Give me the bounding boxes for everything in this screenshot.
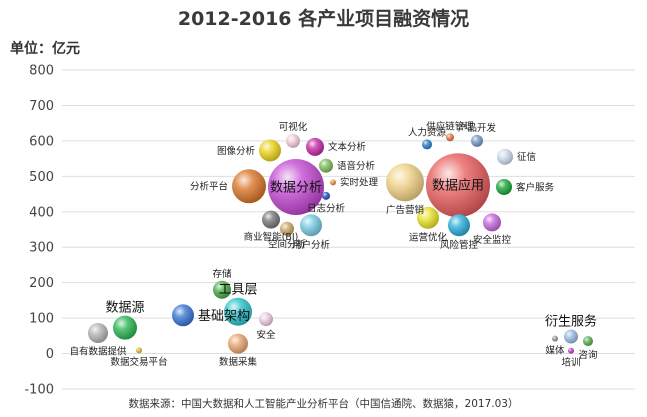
chart-title: 2012-2016 各产业项目融资情况 [177, 8, 470, 30]
y-tick-label: 100 [29, 312, 54, 327]
bubble-label: 分析平台 [190, 181, 228, 193]
bubble-item [552, 335, 558, 342]
bubble-item [446, 133, 454, 142]
y-tick-label: 700 [29, 99, 54, 114]
y-axis-ticks: -100 0 100 200 300 400 500 600 700 800 [24, 64, 54, 398]
bubble-item [583, 336, 593, 347]
bubble-item [483, 213, 501, 232]
bubble-label: 供应链管理 [426, 120, 474, 132]
y-tick-label: 0 [46, 347, 54, 362]
bubbles [88, 133, 593, 354]
bubble-label: 可视化 [279, 121, 308, 133]
y-tick-label: 300 [29, 241, 54, 256]
bubble-item [259, 139, 281, 162]
y-tick-label: 800 [29, 64, 54, 79]
bubble-item [497, 148, 513, 165]
y-tick-label: 500 [29, 170, 54, 185]
bubble-category [268, 158, 324, 215]
bubble-item [213, 280, 231, 299]
bubble-item [422, 139, 432, 150]
bubble-label: 客户服务 [516, 181, 555, 193]
bubble-label: 安全监控 [473, 234, 512, 246]
bubble-item [259, 312, 273, 327]
bubble-item [417, 206, 439, 229]
bubble-item [568, 347, 574, 354]
bubble-label: 安全 [256, 329, 276, 341]
bubble-category [172, 304, 194, 327]
grid-lines [62, 69, 635, 390]
bubble-label: 人力资源 [408, 126, 447, 138]
bubble-label: 数据采集 [219, 356, 258, 368]
y-tick-label: 200 [29, 276, 54, 291]
y-tick-label: 600 [29, 134, 54, 149]
bubble-item [232, 169, 266, 204]
bubble-item [322, 191, 330, 200]
bubble-label: 数据应用 [432, 178, 484, 194]
bubble-item [306, 137, 324, 156]
bubble-label: 产品开发 [458, 122, 497, 134]
bubble-item [496, 178, 512, 195]
bubble-item [280, 221, 294, 236]
source-note: 数据来源：中国大数据和人工智能产业分析平台（中国信通院、数据猿，2017.03） [128, 398, 519, 410]
bubble-label: 广告营销 [386, 204, 425, 216]
bubble-label: 日志分析 [307, 202, 346, 214]
bubble-item [286, 133, 300, 148]
bubble-item [262, 210, 280, 229]
bubble-category [564, 329, 578, 344]
bubble-label: 衍生服务 [545, 314, 597, 330]
bubble-label: 存储 [212, 268, 232, 280]
bubble-category [113, 315, 137, 340]
bubble-label: 风险管控 [440, 239, 479, 251]
bubble-label: 文本分析 [328, 141, 367, 153]
bubble-label: 工具层 [218, 283, 257, 298]
bubble-label: 商业智能(BI) [244, 231, 299, 243]
bubble-label: 用户分析 [292, 239, 331, 251]
bubble-category [426, 153, 490, 218]
bubble-label: 基础架构 [198, 309, 250, 324]
bubble-item [330, 179, 336, 186]
bubble-label: 语音分析 [337, 160, 376, 172]
bubble-label: 运营优化 [409, 231, 448, 243]
bubble-item [471, 134, 483, 147]
bubble-label: 实时处理 [340, 177, 379, 189]
bubble-label: 培训 [561, 356, 580, 368]
y-axis-unit-label: 单位：亿元 [10, 41, 80, 57]
bubble-label: 咨询 [578, 349, 597, 361]
bubble-item [228, 333, 248, 354]
bubble-category [224, 297, 252, 326]
bubble-item [88, 322, 108, 343]
y-tick-label: -100 [24, 383, 54, 398]
bubble-label: 征信 [517, 151, 536, 163]
bubble-label: 数据源 [105, 301, 144, 316]
bubble-item [136, 347, 142, 354]
bubble-item [319, 158, 333, 173]
bubble-label: 自有数据提供 [69, 346, 127, 358]
bubble-item [300, 214, 322, 237]
bubble-item [448, 214, 470, 237]
bubble-label: 数据分析 [270, 181, 322, 196]
bubble-label: 图像分析 [217, 145, 256, 157]
y-tick-label: 400 [29, 205, 54, 220]
bubble-label: 空间分析 [268, 238, 307, 250]
bubble-label: 数据交易平台 [110, 356, 167, 368]
bubble-label: 媒体 [545, 344, 565, 356]
bubble-item [386, 163, 424, 202]
